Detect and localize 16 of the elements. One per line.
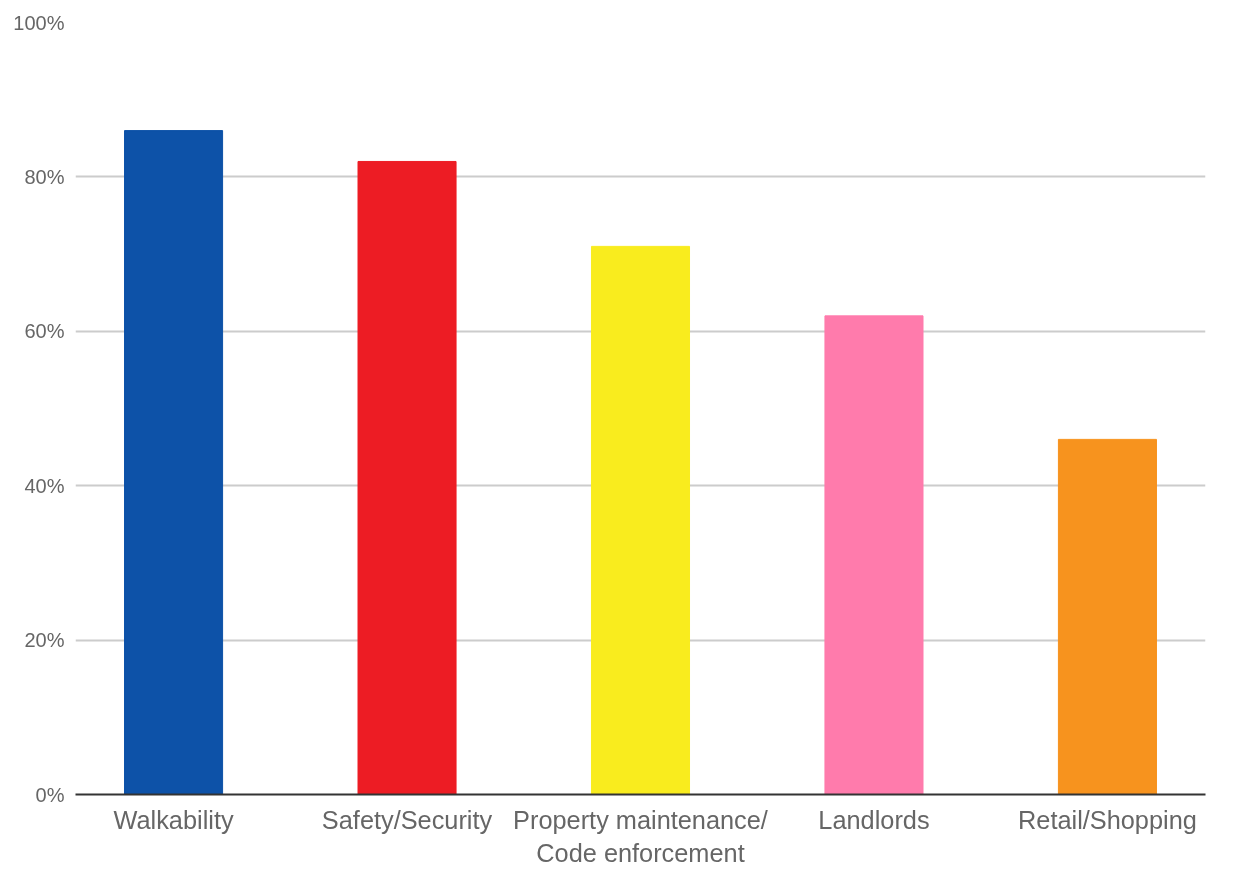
bar: [824, 315, 924, 795]
y-tick-label: 0%: [35, 783, 65, 806]
x-tick-label: Safety/Security: [321, 805, 493, 834]
bar: [1057, 438, 1157, 795]
x-tick-label: Landlords: [818, 805, 930, 834]
x-tick-label: Retail/Shopping: [1018, 805, 1197, 834]
bar: [124, 130, 224, 795]
y-tick-label: 20%: [24, 629, 65, 652]
x-tick-label: Walkability: [113, 805, 234, 834]
y-tick-label: 100%: [13, 11, 65, 34]
y-tick-label: 60%: [24, 320, 65, 343]
x-tick-label: Property maintenance/ Code enforcement: [513, 805, 769, 868]
bar: [357, 160, 457, 795]
bar: [590, 245, 691, 795]
y-tick-label: 40%: [24, 474, 65, 497]
y-tick-label: 80%: [24, 165, 65, 188]
